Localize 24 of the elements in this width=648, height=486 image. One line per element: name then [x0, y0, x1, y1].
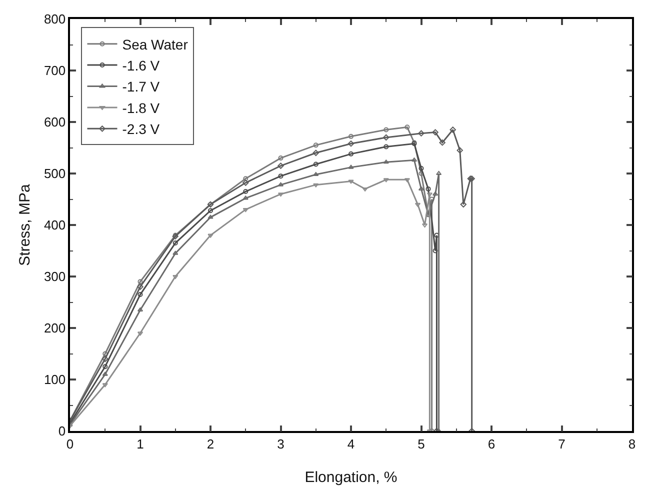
x-axis-title: Elongation, % — [304, 469, 398, 486]
x-tick-label: 1 — [136, 436, 144, 452]
y-tick-label: 800 — [44, 12, 66, 27]
x-tick-label: 6 — [488, 436, 496, 452]
x-tick-label: 4 — [347, 436, 355, 452]
legend-label: Sea Water — [122, 36, 188, 52]
y-tick-label: 200 — [44, 320, 66, 336]
y-tick-label: 500 — [44, 166, 66, 182]
y-tick-label: 0 — [58, 424, 66, 439]
x-tick-label: 3 — [277, 436, 284, 452]
x-tick-label: 2 — [206, 436, 214, 452]
y-tick-label: 700 — [44, 63, 66, 78]
legend-label: -1.7 V — [122, 78, 160, 95]
y-tick-label: 600 — [44, 114, 66, 130]
x-tick-label: 5 — [418, 436, 425, 452]
legend-label: -1.8 V — [122, 100, 160, 116]
x-tick-label: 7 — [558, 436, 566, 452]
y-tick-label: 400 — [44, 218, 66, 233]
x-tick-label: 8 — [628, 436, 636, 452]
y-axis-title: Stress, MPa — [16, 184, 34, 266]
y-tick-label: 300 — [44, 269, 66, 284]
y-tick-label: 100 — [44, 372, 66, 388]
legend-label: -2.3 V — [122, 121, 160, 138]
legend-label: -1.6 V — [122, 58, 160, 74]
